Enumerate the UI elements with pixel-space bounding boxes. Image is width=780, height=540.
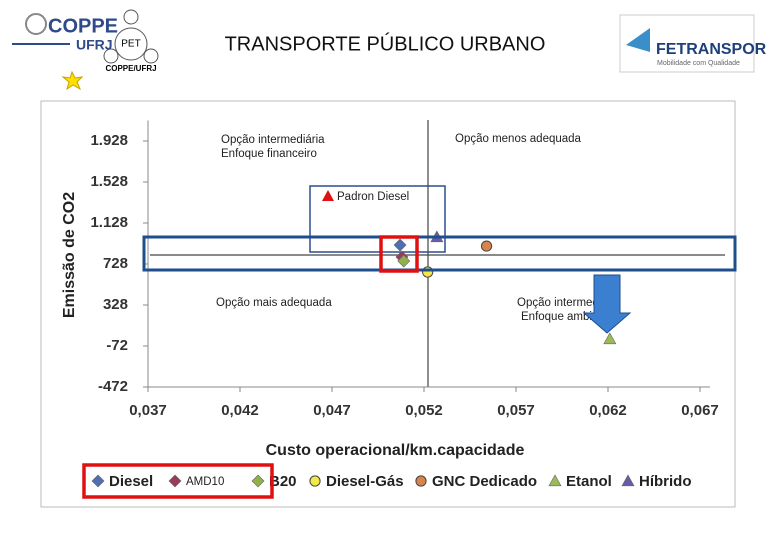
logo-pet: PET COPPE/UFRJ — [103, 9, 159, 73]
annotation: Enfoque financeiro — [221, 148, 317, 160]
x-tick-label: 0,052 — [405, 402, 443, 419]
highlight-box — [142, 235, 737, 272]
logo-text: UFRJ — [76, 37, 113, 53]
point — [393, 238, 407, 252]
arrow — [582, 274, 632, 334]
x-tick-label: 0,042 — [221, 402, 259, 419]
x-tick-label: 0,057 — [497, 402, 535, 419]
legend-marker — [309, 475, 321, 487]
x-tick-label: 0,067 — [681, 402, 719, 419]
logo-text: PET — [121, 39, 140, 50]
x-tick-label: 0,047 — [313, 402, 351, 419]
x-axis-title: Custo operacional/km.capacidade — [266, 442, 525, 459]
y-axis-title: Emissão de CO2 — [61, 192, 78, 318]
y-tick-label: 1.128 — [90, 214, 128, 231]
legend-label: Etanol — [566, 473, 612, 490]
legend-label: Diesel — [109, 473, 153, 490]
logo-fetranspor: FETRANSPOR Mobilidade com Qualidade — [619, 14, 767, 73]
plot: -472 -72 328 728 1.128 1.528 1.928 0,037 0,042 0,… — [90, 120, 719, 419]
legend-marker — [548, 474, 562, 487]
triangle-icon — [322, 190, 334, 201]
logo-coppe: COPPE UFRJ — [12, 13, 118, 53]
legend-label: Diesel-Gás — [326, 473, 404, 490]
y-tick-label: -472 — [98, 378, 128, 395]
logo-text: COPPE/UFRJ — [105, 64, 156, 73]
legend-marker — [415, 475, 427, 487]
point — [480, 240, 493, 252]
logo-text: COPPE — [48, 15, 118, 37]
x-tick-label: 0,062 — [589, 402, 627, 419]
slide-title: TRANSPORTE PÚBLICO URBANO — [225, 32, 546, 55]
point — [422, 266, 434, 278]
legend-label: Híbrido — [639, 473, 692, 490]
y-tick-label: 1.928 — [90, 132, 128, 149]
highlight-box — [379, 235, 419, 273]
y-tick-label: 328 — [103, 296, 128, 313]
star-icon — [61, 70, 84, 91]
y-tick-label: 728 — [103, 255, 128, 272]
logo-text: Mobilidade com Qualidade — [657, 60, 740, 67]
legend-marker — [621, 474, 635, 487]
logo-text: FETRANSPOR — [656, 41, 767, 58]
highlight-box — [309, 185, 446, 253]
annotation: Padron Diesel — [337, 191, 409, 203]
point — [603, 332, 617, 345]
legend-marker — [251, 474, 265, 488]
annotation: Opção menos adequada — [455, 133, 582, 145]
point — [397, 254, 411, 268]
highlight-box — [82, 463, 274, 499]
legend: Diesel AMD10 B20 Diesel-Gás GNC Dedicado Etan… — [91, 473, 692, 490]
legend-marker — [168, 474, 182, 488]
annotation: Opção mais adequada — [216, 297, 332, 309]
legend-label: GNC Dedicado — [432, 473, 537, 490]
y-tick-label: -72 — [106, 337, 128, 354]
annotation: Opção intermediária — [221, 134, 325, 146]
legend-label: AMD10 — [186, 476, 224, 488]
legend-label: B20 — [269, 473, 297, 490]
y-tick-label: 1.528 — [90, 173, 128, 190]
x-tick-label: 0,037 — [129, 402, 167, 419]
legend-marker — [91, 474, 105, 488]
